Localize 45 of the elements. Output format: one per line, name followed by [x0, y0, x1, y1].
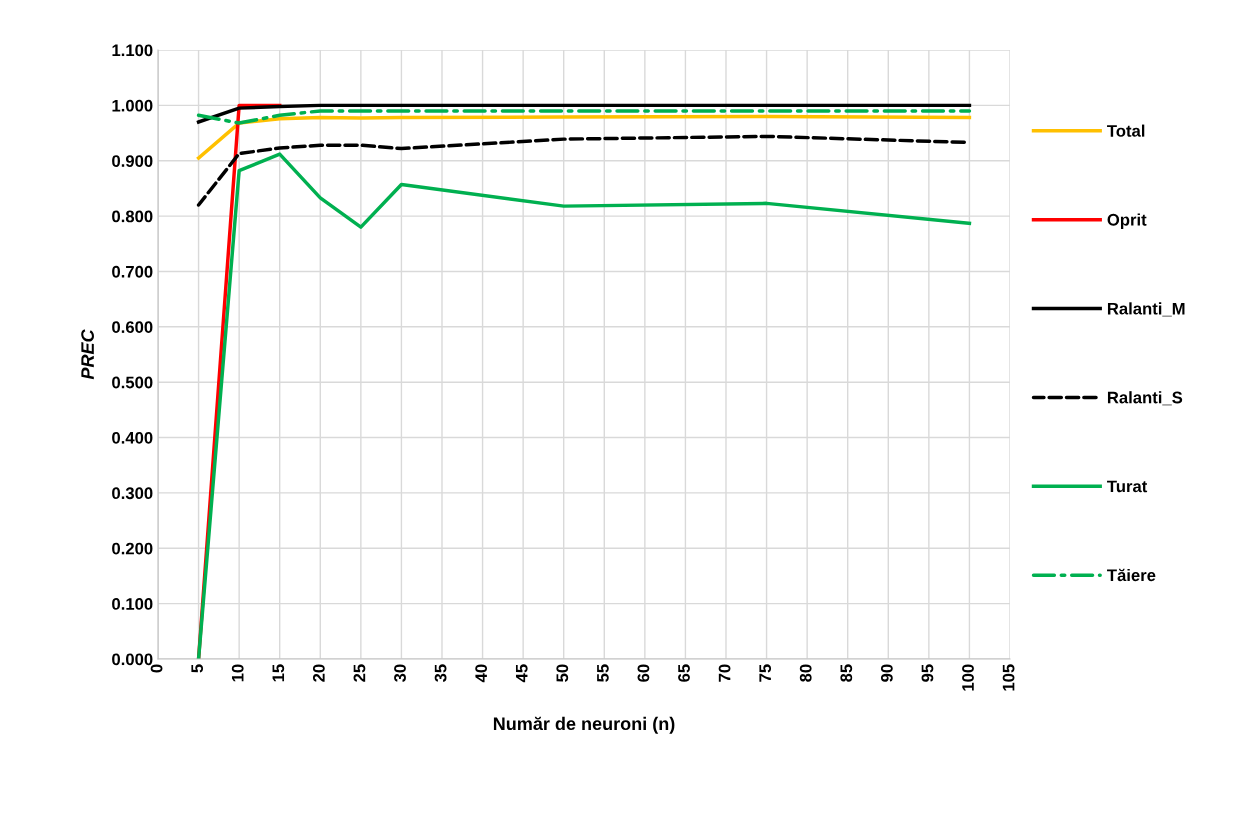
x-tick-label: 75 — [759, 664, 772, 682]
y-tick-label: 0.700 — [112, 265, 153, 278]
y-tick-label: 1.000 — [112, 99, 153, 112]
y-tick-label: 0.900 — [112, 155, 153, 167]
y-tick-label: 0.000 — [112, 653, 153, 666]
x-tick-label: 35 — [434, 664, 447, 683]
line-series — [196, 103, 972, 124]
y-axis-title: PREC — [81, 329, 94, 380]
x-tick-label: 40 — [475, 664, 488, 683]
legend-label: Ralanti_S — [1107, 391, 1183, 406]
x-tick-label: 55 — [597, 664, 609, 682]
x-axis-title: Număr de neuroni (n) — [493, 716, 675, 734]
x-tick-label: 80 — [799, 664, 812, 682]
x-tick-label: 100 — [962, 664, 974, 691]
x-tick-label: 25 — [353, 664, 366, 682]
x-tick-label: 30 — [394, 664, 406, 683]
y-tick-label: 0.600 — [112, 321, 153, 334]
x-tick-label: 65 — [678, 664, 690, 682]
y-tick-label: 0.300 — [112, 487, 153, 500]
x-tick-label: 10 — [231, 664, 244, 682]
x-tick-label: 50 — [556, 664, 569, 682]
y-tick-label: 0.200 — [112, 542, 153, 555]
legend-label: Tăiere — [1107, 568, 1156, 582]
legend-label: Ralanti_M — [1107, 302, 1185, 317]
legend-label: Total — [1107, 124, 1145, 137]
legend-label: Turat — [1107, 480, 1148, 493]
x-tick-label: 105 — [1002, 664, 1015, 691]
x-tick-label: 60 — [637, 664, 650, 682]
x-tick-label: 45 — [515, 664, 528, 683]
line-series — [196, 152, 972, 659]
x-tick-label: 0 — [150, 664, 163, 673]
x-tick-label: 20 — [312, 664, 325, 682]
x-tick-label: 85 — [840, 664, 853, 682]
y-tick-label: 0.800 — [112, 210, 153, 223]
y-tick-label: 1.100 — [112, 44, 153, 57]
x-tick-label: 95 — [921, 664, 934, 682]
legend-label: Oprit — [1107, 213, 1147, 229]
y-tick-label: 0.100 — [112, 598, 153, 610]
y-tick-label: 0.500 — [112, 376, 153, 389]
line-series — [196, 114, 972, 160]
x-tick-label: 15 — [272, 664, 285, 682]
x-tick-label: 70 — [718, 664, 731, 682]
x-tick-label: 5 — [191, 664, 204, 673]
x-tick-label: 90 — [880, 664, 893, 682]
y-tick-label: 0.400 — [112, 431, 153, 444]
